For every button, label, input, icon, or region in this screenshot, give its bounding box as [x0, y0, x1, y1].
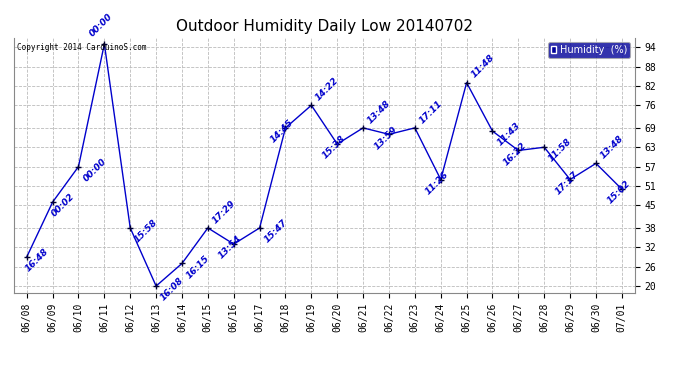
Text: 16:22: 16:22 — [502, 141, 529, 167]
Text: 11:43: 11:43 — [495, 121, 522, 148]
Text: 17:17: 17:17 — [553, 170, 580, 196]
Text: 14:22: 14:22 — [314, 76, 341, 102]
Text: 13:48: 13:48 — [599, 134, 625, 160]
Text: 17:11: 17:11 — [417, 99, 444, 125]
Text: Copyright 2014 CarduinoS.com: Copyright 2014 CarduinoS.com — [17, 43, 146, 52]
Text: 11:48: 11:48 — [469, 53, 496, 80]
Legend: Humidity  (%): Humidity (%) — [548, 42, 630, 58]
Text: 15:02: 15:02 — [605, 179, 632, 206]
Text: 15:58: 15:58 — [133, 218, 159, 244]
Title: Outdoor Humidity Daily Low 20140702: Outdoor Humidity Daily Low 20140702 — [176, 18, 473, 33]
Text: 16:48: 16:48 — [24, 247, 50, 274]
Text: 16:08: 16:08 — [159, 276, 186, 303]
Text: 14:45: 14:45 — [269, 118, 295, 144]
Text: 13:48: 13:48 — [366, 99, 393, 125]
Text: 00:00: 00:00 — [88, 12, 115, 38]
Text: 11:58: 11:58 — [547, 137, 573, 164]
Text: 00:00: 00:00 — [81, 157, 108, 183]
Text: 15:47: 15:47 — [262, 218, 289, 244]
Text: 11:26: 11:26 — [424, 170, 451, 196]
Text: 15:38: 15:38 — [321, 134, 347, 160]
Text: 13:59: 13:59 — [373, 124, 399, 151]
Text: 00:02: 00:02 — [50, 192, 77, 219]
Text: 13:54: 13:54 — [217, 234, 244, 261]
Text: 17:29: 17:29 — [210, 198, 237, 225]
Text: 16:15: 16:15 — [185, 254, 211, 280]
